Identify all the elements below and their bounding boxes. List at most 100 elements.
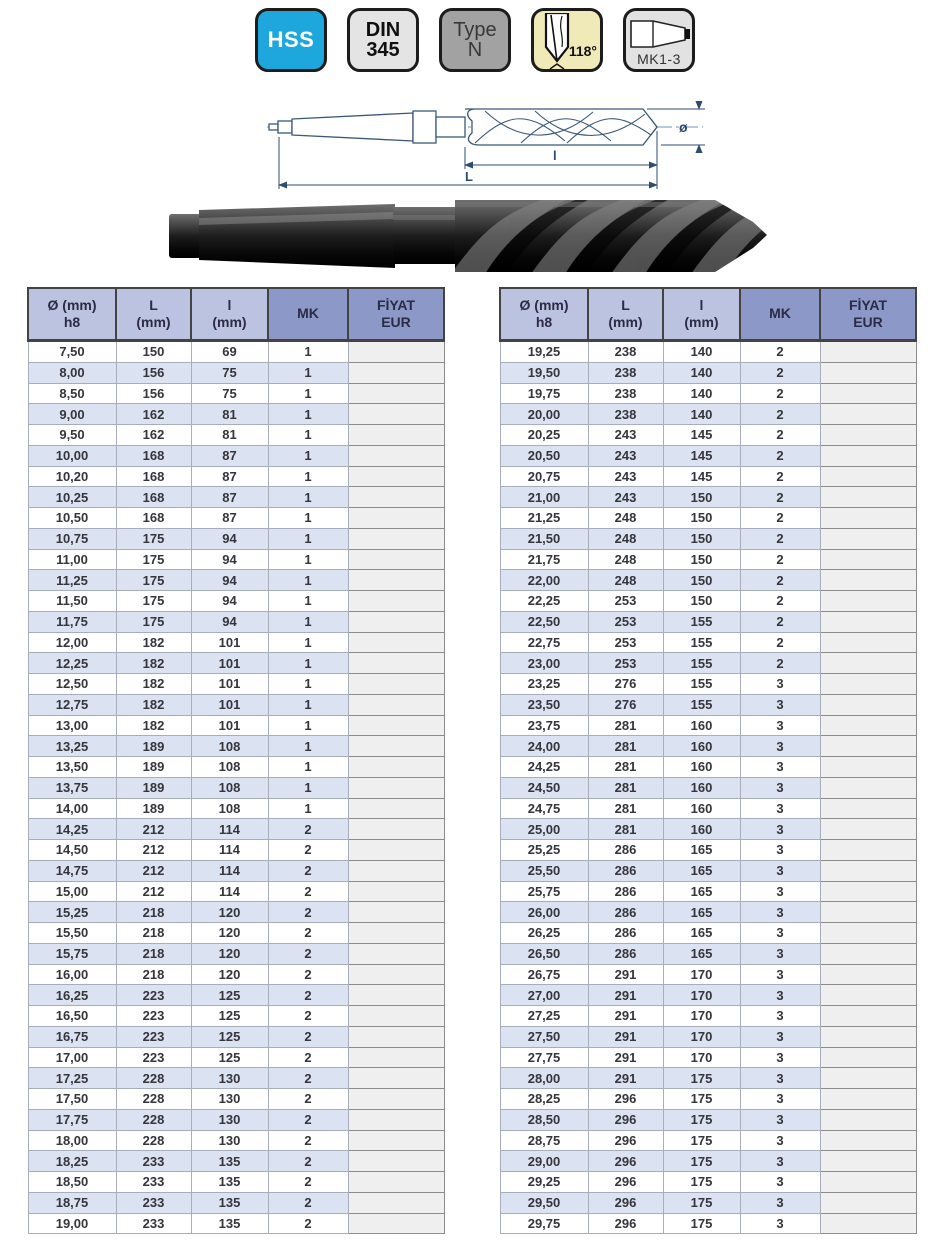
cell-price — [347, 548, 445, 571]
table-header: Ø (mm) h8 L (mm) l (mm) MK FİYAT EUR — [27, 287, 445, 342]
cell-total-length: 296 — [587, 1171, 664, 1193]
cell-diameter: 10,00 — [27, 444, 117, 467]
cell-mk: 1 — [267, 776, 349, 799]
cell-mk: 1 — [267, 486, 349, 508]
cell-total-length: 291 — [587, 1005, 664, 1027]
cell-mk: 2 — [739, 590, 821, 612]
cell-price — [819, 1005, 917, 1027]
cell-price — [347, 901, 445, 923]
cell-mk: 3 — [739, 963, 821, 986]
cell-flute-length: 114 — [190, 818, 269, 840]
cell-diameter: 24,00 — [499, 735, 589, 757]
cell-diameter: 21,50 — [499, 527, 589, 550]
cell-flute-length: 145 — [662, 424, 741, 446]
cell-flute-length: 101 — [190, 714, 269, 737]
cell-price — [347, 1046, 445, 1069]
table-row: 18,25 233 135 2 — [27, 1150, 445, 1172]
cell-diameter: 7,50 — [27, 340, 117, 363]
table-row: 11,50 175 94 1 — [27, 590, 445, 612]
cell-total-length: 228 — [115, 1108, 192, 1131]
cell-price — [347, 444, 445, 467]
cell-mk: 2 — [267, 963, 349, 986]
cell-price — [347, 1150, 445, 1172]
cell-total-length: 189 — [115, 776, 192, 799]
cell-diameter: 22,00 — [499, 569, 589, 591]
cell-price — [347, 465, 445, 488]
table-row: 17,50 228 130 2 — [27, 1088, 445, 1110]
cell-flute-length: 125 — [190, 1005, 269, 1027]
cell-total-length: 243 — [587, 465, 664, 488]
table-row: 28,75 296 175 3 — [499, 1129, 917, 1152]
cell-mk: 2 — [267, 1046, 349, 1069]
table-row: 28,25 296 175 3 — [499, 1088, 917, 1110]
cell-total-length: 248 — [587, 527, 664, 550]
cell-flute-length: 140 — [662, 403, 741, 425]
cell-price — [347, 631, 445, 654]
cell-diameter: 17,75 — [27, 1108, 117, 1131]
cell-flute-length: 170 — [662, 1025, 741, 1048]
cell-total-length: 182 — [115, 673, 192, 695]
table-row: 14,50 212 114 2 — [27, 839, 445, 861]
table-row: 10,00 168 87 1 — [27, 444, 445, 467]
flute-length-dim-label: l — [553, 148, 557, 163]
cell-diameter: 21,75 — [499, 548, 589, 571]
cell-total-length: 175 — [115, 548, 192, 571]
cell-mk: 1 — [267, 465, 349, 488]
col-header-total-length: L (mm) — [587, 287, 664, 342]
table-row: 29,50 296 175 3 — [499, 1191, 917, 1214]
cell-flute-length: 155 — [662, 693, 741, 716]
cell-diameter: 11,00 — [27, 548, 117, 571]
cell-diameter: 23,75 — [499, 714, 589, 737]
col-header-flute-length: l (mm) — [662, 287, 741, 342]
cell-mk: 1 — [267, 361, 349, 384]
cell-diameter: 24,75 — [499, 797, 589, 820]
cell-mk: 1 — [267, 507, 349, 529]
cell-flute-length: 130 — [190, 1067, 269, 1089]
cell-diameter: 16,00 — [27, 963, 117, 986]
cell-flute-length: 108 — [190, 756, 269, 778]
cell-flute-length: 101 — [190, 652, 269, 674]
table-row: 21,25 248 150 2 — [499, 507, 917, 529]
cell-mk: 3 — [739, 922, 821, 944]
morse-taper-badge: MK1-3 — [623, 8, 695, 72]
table-row: 7,50 150 69 1 — [27, 340, 445, 363]
cell-total-length: 296 — [587, 1191, 664, 1214]
cell-total-length: 281 — [587, 756, 664, 778]
cell-price — [819, 507, 917, 529]
cell-diameter: 18,75 — [27, 1191, 117, 1214]
cell-flute-length: 160 — [662, 714, 741, 737]
cell-diameter: 13,00 — [27, 714, 117, 737]
table-row: 19,25 238 140 2 — [499, 340, 917, 363]
table-row: 21,75 248 150 2 — [499, 548, 917, 571]
cell-diameter: 20,00 — [499, 403, 589, 425]
table-row: 22,50 253 155 2 — [499, 610, 917, 633]
cell-total-length: 223 — [115, 984, 192, 1006]
cell-mk: 3 — [739, 880, 821, 903]
cell-flute-length: 175 — [662, 1212, 741, 1235]
table-row: 19,00 233 135 2 — [27, 1212, 445, 1235]
cell-mk: 2 — [739, 340, 821, 363]
cell-flute-length: 75 — [190, 382, 269, 405]
table-row: 29,00 296 175 3 — [499, 1150, 917, 1172]
cell-price — [819, 382, 917, 405]
cell-flute-length: 125 — [190, 1046, 269, 1069]
cell-diameter: 28,00 — [499, 1067, 589, 1089]
cell-total-length: 233 — [115, 1191, 192, 1214]
cell-flute-length: 135 — [190, 1171, 269, 1193]
cell-flute-length: 140 — [662, 382, 741, 405]
cell-flute-length: 94 — [190, 548, 269, 571]
cell-flute-length: 150 — [662, 548, 741, 571]
table-row: 16,75 223 125 2 — [27, 1025, 445, 1048]
col-header-flute-length: l (mm) — [190, 287, 269, 342]
cell-price — [347, 1191, 445, 1214]
cell-flute-length: 165 — [662, 839, 741, 861]
cell-total-length: 291 — [587, 1067, 664, 1089]
cell-total-length: 248 — [587, 507, 664, 529]
cell-price — [819, 693, 917, 716]
cell-total-length: 281 — [587, 735, 664, 757]
table-row: 25,75 286 165 3 — [499, 880, 917, 903]
cell-diameter: 24,25 — [499, 756, 589, 778]
cell-total-length: 228 — [115, 1088, 192, 1110]
cell-flute-length: 101 — [190, 693, 269, 716]
cell-flute-length: 145 — [662, 444, 741, 467]
